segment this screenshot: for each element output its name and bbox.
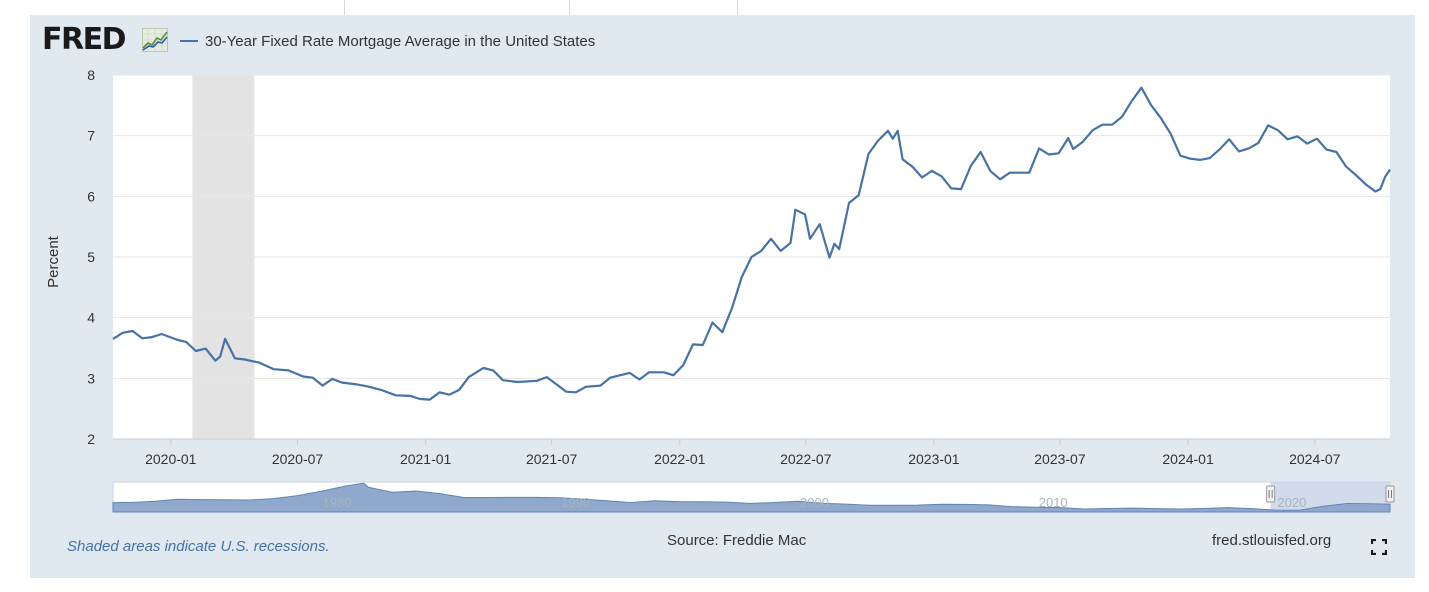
source-text: Source: Freddie Mac <box>667 532 807 549</box>
divider <box>569 0 570 16</box>
navigator-series <box>112 482 1391 513</box>
site-link[interactable]: fred.stlouisfed.org <box>1212 532 1332 549</box>
x-tick-label: 2023-01 <box>908 451 960 467</box>
chart-panel: FRED 30-Year Fixed Rate Mortgage Average… <box>30 15 1415 578</box>
x-tick-label: 2021-07 <box>526 451 578 467</box>
y-tick-label: 3 <box>87 370 95 386</box>
navigator-label: 2000 <box>800 495 829 510</box>
x-tick-label: 2022-01 <box>654 451 706 467</box>
fullscreen-icon[interactable] <box>1371 539 1387 555</box>
y-tick-label: 7 <box>87 128 95 144</box>
top-dividers <box>0 0 1429 16</box>
legend-series-label: 30-Year Fixed Rate Mortgage Average in t… <box>205 32 596 50</box>
navigator-handle[interactable] <box>1385 485 1395 503</box>
series-line[interactable] <box>112 86 1391 401</box>
fred-line-graph-icon <box>142 28 168 52</box>
grid-layer <box>113 74 1390 440</box>
navigator-handle[interactable] <box>1266 485 1276 503</box>
y-axis: 2 3 4 5 6 7 8 <box>87 67 95 447</box>
range-navigator: 1980 1990 2000 2010 2020 <box>112 481 1395 513</box>
chart-legend[interactable]: 30-Year Fixed Rate Mortgage Average in t… <box>180 31 595 51</box>
recession-note: Shaded areas indicate U.S. recessions. <box>67 538 330 555</box>
navigator-label: 2020 <box>1277 495 1306 510</box>
x-tick-label: 2021-01 <box>400 451 452 467</box>
legend-swatch <box>180 40 198 42</box>
x-tick-label: 2023-07 <box>1034 451 1086 467</box>
y-tick-label: 6 <box>87 188 95 204</box>
x-tick-label: 2024-01 <box>1162 451 1214 467</box>
x-tick-label: 2020-07 <box>272 451 324 467</box>
x-tick-label: 2020-01 <box>145 451 197 467</box>
navigator-label: 1980 <box>323 495 352 510</box>
divider <box>344 0 345 16</box>
y-axis-label: Percent <box>45 235 62 288</box>
x-tick-label: 2024-07 <box>1289 451 1341 467</box>
x-tick-label: 2022-07 <box>780 451 832 467</box>
y-tick-label: 5 <box>87 249 95 265</box>
y-tick-label: 2 <box>87 431 95 447</box>
line-chart[interactable]: 2 3 4 5 6 7 8 2020-01 2020-07 2021-01 2021-07 2022… <box>30 15 1415 520</box>
fred-logo[interactable]: FRED <box>42 22 127 57</box>
y-tick-label: 4 <box>87 310 95 326</box>
series-layer <box>112 86 1391 401</box>
navigator-label: 2010 <box>1039 495 1068 510</box>
x-axis: 2020-01 2020-07 2021-01 2021-07 2022-01 2022-… <box>145 439 1341 467</box>
divider <box>737 0 738 16</box>
y-tick-label: 8 <box>87 67 95 83</box>
navigator-label: 1990 <box>561 495 590 510</box>
